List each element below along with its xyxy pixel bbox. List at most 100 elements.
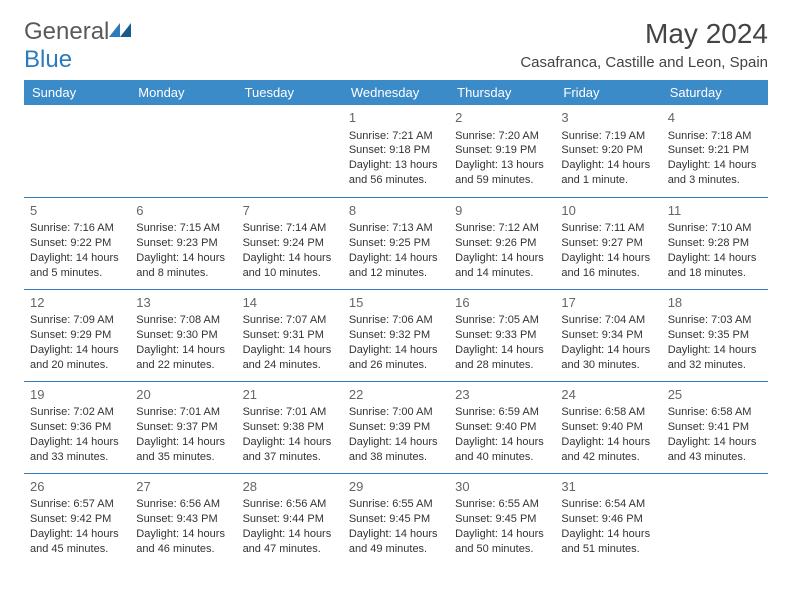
sunrise-text: Sunrise: 7:01 AM bbox=[136, 405, 230, 420]
calendar-cell: 21Sunrise: 7:01 AMSunset: 9:38 PMDayligh… bbox=[237, 381, 343, 473]
daylight-text: Daylight: 14 hours and 38 minutes. bbox=[349, 435, 443, 465]
sunset-text: Sunset: 9:20 PM bbox=[561, 143, 655, 158]
sunrise-text: Sunrise: 7:14 AM bbox=[243, 221, 337, 236]
daylight-text: Daylight: 13 hours and 59 minutes. bbox=[455, 158, 549, 188]
day-number: 28 bbox=[243, 478, 337, 496]
daylight-text: Daylight: 14 hours and 8 minutes. bbox=[136, 251, 230, 281]
sunrise-text: Sunrise: 7:16 AM bbox=[30, 221, 124, 236]
day-number: 19 bbox=[30, 386, 124, 404]
weekday-header-row: Sunday Monday Tuesday Wednesday Thursday… bbox=[24, 80, 768, 105]
sunset-text: Sunset: 9:28 PM bbox=[668, 236, 762, 251]
daylight-text: Daylight: 14 hours and 46 minutes. bbox=[136, 527, 230, 557]
sunset-text: Sunset: 9:29 PM bbox=[30, 328, 124, 343]
daylight-text: Daylight: 14 hours and 3 minutes. bbox=[668, 158, 762, 188]
sunrise-text: Sunrise: 6:56 AM bbox=[243, 497, 337, 512]
calendar-cell: 22Sunrise: 7:00 AMSunset: 9:39 PMDayligh… bbox=[343, 381, 449, 473]
sunrise-text: Sunrise: 6:58 AM bbox=[668, 405, 762, 420]
sunset-text: Sunset: 9:33 PM bbox=[455, 328, 549, 343]
calendar-cell: 26Sunrise: 6:57 AMSunset: 9:42 PMDayligh… bbox=[24, 473, 130, 565]
sunrise-text: Sunrise: 7:08 AM bbox=[136, 313, 230, 328]
day-number: 29 bbox=[349, 478, 443, 496]
sunrise-text: Sunrise: 6:59 AM bbox=[455, 405, 549, 420]
calendar-cell: 7Sunrise: 7:14 AMSunset: 9:24 PMDaylight… bbox=[237, 197, 343, 289]
sunset-text: Sunset: 9:45 PM bbox=[455, 512, 549, 527]
calendar-cell: 2Sunrise: 7:20 AMSunset: 9:19 PMDaylight… bbox=[449, 105, 555, 197]
daylight-text: Daylight: 14 hours and 28 minutes. bbox=[455, 343, 549, 373]
calendar-cell bbox=[662, 473, 768, 565]
daylight-text: Daylight: 14 hours and 20 minutes. bbox=[30, 343, 124, 373]
sunrise-text: Sunrise: 7:09 AM bbox=[30, 313, 124, 328]
calendar-cell: 13Sunrise: 7:08 AMSunset: 9:30 PMDayligh… bbox=[130, 289, 236, 381]
sunrise-text: Sunrise: 6:58 AM bbox=[561, 405, 655, 420]
sunset-text: Sunset: 9:19 PM bbox=[455, 143, 549, 158]
daylight-text: Daylight: 14 hours and 16 minutes. bbox=[561, 251, 655, 281]
calendar-cell: 30Sunrise: 6:55 AMSunset: 9:45 PMDayligh… bbox=[449, 473, 555, 565]
calendar-table: Sunday Monday Tuesday Wednesday Thursday… bbox=[24, 80, 768, 565]
day-number: 26 bbox=[30, 478, 124, 496]
sunrise-text: Sunrise: 7:19 AM bbox=[561, 129, 655, 144]
calendar-cell: 12Sunrise: 7:09 AMSunset: 9:29 PMDayligh… bbox=[24, 289, 130, 381]
header: GeneralBlue May 2024 Casafranca, Castill… bbox=[24, 18, 768, 74]
sunset-text: Sunset: 9:21 PM bbox=[668, 143, 762, 158]
weekday-header: Monday bbox=[130, 80, 236, 105]
calendar-row: 12Sunrise: 7:09 AMSunset: 9:29 PMDayligh… bbox=[24, 289, 768, 381]
daylight-text: Daylight: 14 hours and 32 minutes. bbox=[668, 343, 762, 373]
day-number: 11 bbox=[668, 202, 762, 220]
calendar-cell: 9Sunrise: 7:12 AMSunset: 9:26 PMDaylight… bbox=[449, 197, 555, 289]
day-number: 30 bbox=[455, 478, 549, 496]
sunset-text: Sunset: 9:23 PM bbox=[136, 236, 230, 251]
day-number: 17 bbox=[561, 294, 655, 312]
sunrise-text: Sunrise: 7:11 AM bbox=[561, 221, 655, 236]
day-number: 20 bbox=[136, 386, 230, 404]
sunset-text: Sunset: 9:26 PM bbox=[455, 236, 549, 251]
sunset-text: Sunset: 9:43 PM bbox=[136, 512, 230, 527]
day-number: 3 bbox=[561, 109, 655, 127]
day-number: 6 bbox=[136, 202, 230, 220]
calendar-cell: 19Sunrise: 7:02 AMSunset: 9:36 PMDayligh… bbox=[24, 381, 130, 473]
day-number: 21 bbox=[243, 386, 337, 404]
sunset-text: Sunset: 9:36 PM bbox=[30, 420, 124, 435]
calendar-cell: 31Sunrise: 6:54 AMSunset: 9:46 PMDayligh… bbox=[555, 473, 661, 565]
daylight-text: Daylight: 14 hours and 42 minutes. bbox=[561, 435, 655, 465]
calendar-cell bbox=[130, 105, 236, 197]
calendar-cell: 28Sunrise: 6:56 AMSunset: 9:44 PMDayligh… bbox=[237, 473, 343, 565]
calendar-cell: 20Sunrise: 7:01 AMSunset: 9:37 PMDayligh… bbox=[130, 381, 236, 473]
day-number: 10 bbox=[561, 202, 655, 220]
sunset-text: Sunset: 9:22 PM bbox=[30, 236, 124, 251]
sunset-text: Sunset: 9:18 PM bbox=[349, 143, 443, 158]
daylight-text: Daylight: 14 hours and 24 minutes. bbox=[243, 343, 337, 373]
sunset-text: Sunset: 9:25 PM bbox=[349, 236, 443, 251]
sunrise-text: Sunrise: 7:12 AM bbox=[455, 221, 549, 236]
daylight-text: Daylight: 14 hours and 26 minutes. bbox=[349, 343, 443, 373]
daylight-text: Daylight: 14 hours and 43 minutes. bbox=[668, 435, 762, 465]
calendar-cell: 10Sunrise: 7:11 AMSunset: 9:27 PMDayligh… bbox=[555, 197, 661, 289]
calendar-cell: 14Sunrise: 7:07 AMSunset: 9:31 PMDayligh… bbox=[237, 289, 343, 381]
sunrise-text: Sunrise: 7:03 AM bbox=[668, 313, 762, 328]
calendar-cell: 16Sunrise: 7:05 AMSunset: 9:33 PMDayligh… bbox=[449, 289, 555, 381]
weekday-header: Sunday bbox=[24, 80, 130, 105]
calendar-cell: 8Sunrise: 7:13 AMSunset: 9:25 PMDaylight… bbox=[343, 197, 449, 289]
sunrise-text: Sunrise: 6:56 AM bbox=[136, 497, 230, 512]
brand-name: GeneralBlue bbox=[24, 18, 131, 74]
daylight-text: Daylight: 14 hours and 10 minutes. bbox=[243, 251, 337, 281]
daylight-text: Daylight: 14 hours and 14 minutes. bbox=[455, 251, 549, 281]
day-number: 4 bbox=[668, 109, 762, 127]
calendar-cell: 24Sunrise: 6:58 AMSunset: 9:40 PMDayligh… bbox=[555, 381, 661, 473]
calendar-cell bbox=[237, 105, 343, 197]
calendar-cell: 25Sunrise: 6:58 AMSunset: 9:41 PMDayligh… bbox=[662, 381, 768, 473]
sunrise-text: Sunrise: 6:54 AM bbox=[561, 497, 655, 512]
calendar-cell: 11Sunrise: 7:10 AMSunset: 9:28 PMDayligh… bbox=[662, 197, 768, 289]
sunrise-text: Sunrise: 7:05 AM bbox=[455, 313, 549, 328]
sunrise-text: Sunrise: 7:10 AM bbox=[668, 221, 762, 236]
brand-logo: GeneralBlue bbox=[24, 18, 131, 74]
day-number: 2 bbox=[455, 109, 549, 127]
daylight-text: Daylight: 14 hours and 47 minutes. bbox=[243, 527, 337, 557]
sunset-text: Sunset: 9:40 PM bbox=[561, 420, 655, 435]
sunrise-text: Sunrise: 6:55 AM bbox=[349, 497, 443, 512]
day-number: 22 bbox=[349, 386, 443, 404]
sunrise-text: Sunrise: 6:57 AM bbox=[30, 497, 124, 512]
day-number: 7 bbox=[243, 202, 337, 220]
sunset-text: Sunset: 9:46 PM bbox=[561, 512, 655, 527]
daylight-text: Daylight: 14 hours and 49 minutes. bbox=[349, 527, 443, 557]
sunset-text: Sunset: 9:38 PM bbox=[243, 420, 337, 435]
